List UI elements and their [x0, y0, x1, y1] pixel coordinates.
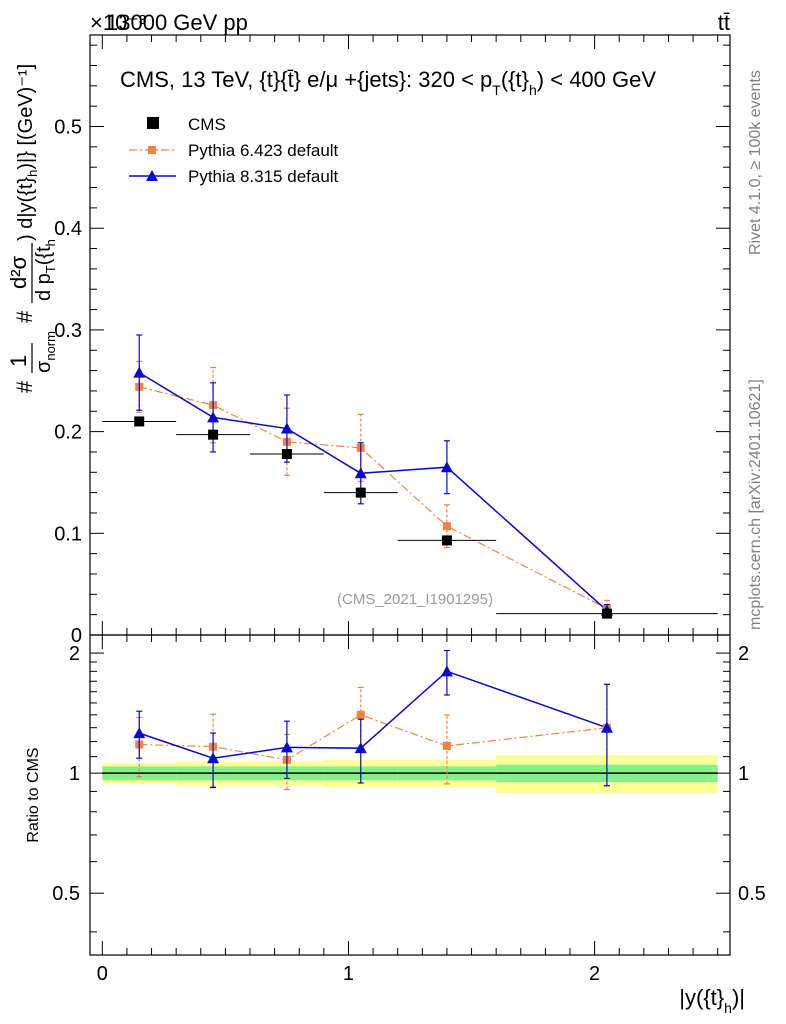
mcplots-label: mcplots.cern.ch [arXiv:2401.10621] [747, 379, 764, 630]
cms-point [441, 535, 452, 546]
pythia8-point [354, 467, 367, 479]
ratio-ytick-label-right: 2 [738, 643, 749, 665]
legend-cms-marker [147, 117, 159, 129]
cms-point [355, 487, 366, 498]
rivet-label: Rivet 4.1.0, ≥ 100k events [747, 70, 764, 255]
ratio-pythia8-line [138, 670, 608, 759]
svg-text:#: # [12, 380, 37, 393]
cms-point [208, 429, 219, 440]
main-ylabel: # 1 σnorm # d²σ d pT({th ) d|y({t}h)|} [… [6, 64, 58, 393]
cms-point [134, 416, 145, 427]
main-frame [89, 34, 731, 636]
ratio-pythia8-point [354, 742, 367, 754]
svg-text:σnorm: σnorm [33, 331, 58, 373]
cms-point [281, 448, 292, 459]
ratio-pythia8-point [133, 727, 146, 739]
ratio-ytick-label-right: 0.5 [738, 883, 766, 905]
ratio-pythia6-line [139, 714, 607, 761]
svg-text:d pT({th: d pT({th [33, 239, 58, 301]
main-ytick-label: 0.2 [54, 422, 82, 444]
header-process: tt̄ [718, 10, 730, 35]
svg-text:#: # [12, 310, 37, 323]
ratio-ytick-label: 2 [69, 643, 80, 665]
pythia8-point [280, 422, 293, 434]
main-ytick-label: 0.5 [54, 117, 82, 139]
exponent-label: ×10⁻³ [90, 10, 146, 35]
analysis-id: (CMS_2021_I1901295) [337, 591, 493, 608]
legend: CMS Pythia 6.423 default Pythia 8.315 de… [129, 115, 339, 186]
svg-text:) d|y({t}h)|} [(GeV)⁻¹]: ) d|y({t}h)|} [(GeV)⁻¹] [15, 64, 40, 241]
main-ytick-label: 0 [71, 625, 82, 647]
pythia6-line [139, 386, 608, 610]
legend-cms-label: CMS [188, 115, 226, 134]
xtick-label: 1 [343, 963, 354, 985]
legend-pythia8-marker [146, 170, 158, 181]
legend-pythia8-label: Pythia 8.315 default [188, 167, 339, 186]
header-energy: 13000 GeV pp [106, 10, 248, 35]
main-ytick-label: 0.1 [54, 523, 82, 545]
main-ytick-label: 0.3 [54, 320, 82, 342]
ratio-pythia8-point [207, 752, 220, 764]
pythia8-line [138, 371, 608, 612]
legend-pythia6-marker [148, 146, 156, 154]
cms-point [601, 608, 612, 619]
ratio-panel: 0.5 0.5 1 1 2 2 0 1 2 [52, 634, 766, 985]
ratio-pythia8-point [600, 721, 613, 733]
pythia8-point [207, 411, 220, 423]
xlabel: |y({t}h)| [679, 985, 745, 1016]
main-ytick-label: 0.4 [54, 218, 82, 240]
ratio-pythia8-point [440, 665, 453, 677]
xtick-label: 2 [589, 963, 600, 985]
pythia6-point [442, 522, 451, 531]
ratio-ytick-label: 0.5 [52, 883, 80, 905]
ratio-ytick-label: 1 [69, 763, 80, 785]
ratio-pythia6-point [442, 741, 451, 750]
ratio-pythia6-point [356, 710, 365, 719]
svg-text:d²σ: d²σ [6, 255, 31, 289]
ratio-ytick-label-right: 1 [738, 763, 749, 785]
ratio-frame [89, 634, 731, 956]
legend-pythia6-label: Pythia 6.423 default [188, 141, 339, 160]
ratio-ylabel: Ratio to CMS [25, 747, 42, 842]
xtick-label: 0 [97, 963, 108, 985]
main-panel: 0 0.1 0.2 0.3 0.4 0.5 [54, 34, 731, 647]
main-title: CMS, 13 TeV, {t}{t̄} e/μ +{jets}: 320 < … [120, 67, 656, 98]
svg-text:1: 1 [6, 355, 31, 367]
pythia8-point [133, 366, 146, 378]
ratio-pythia8-point [280, 741, 293, 753]
pythia8-point [440, 461, 453, 473]
